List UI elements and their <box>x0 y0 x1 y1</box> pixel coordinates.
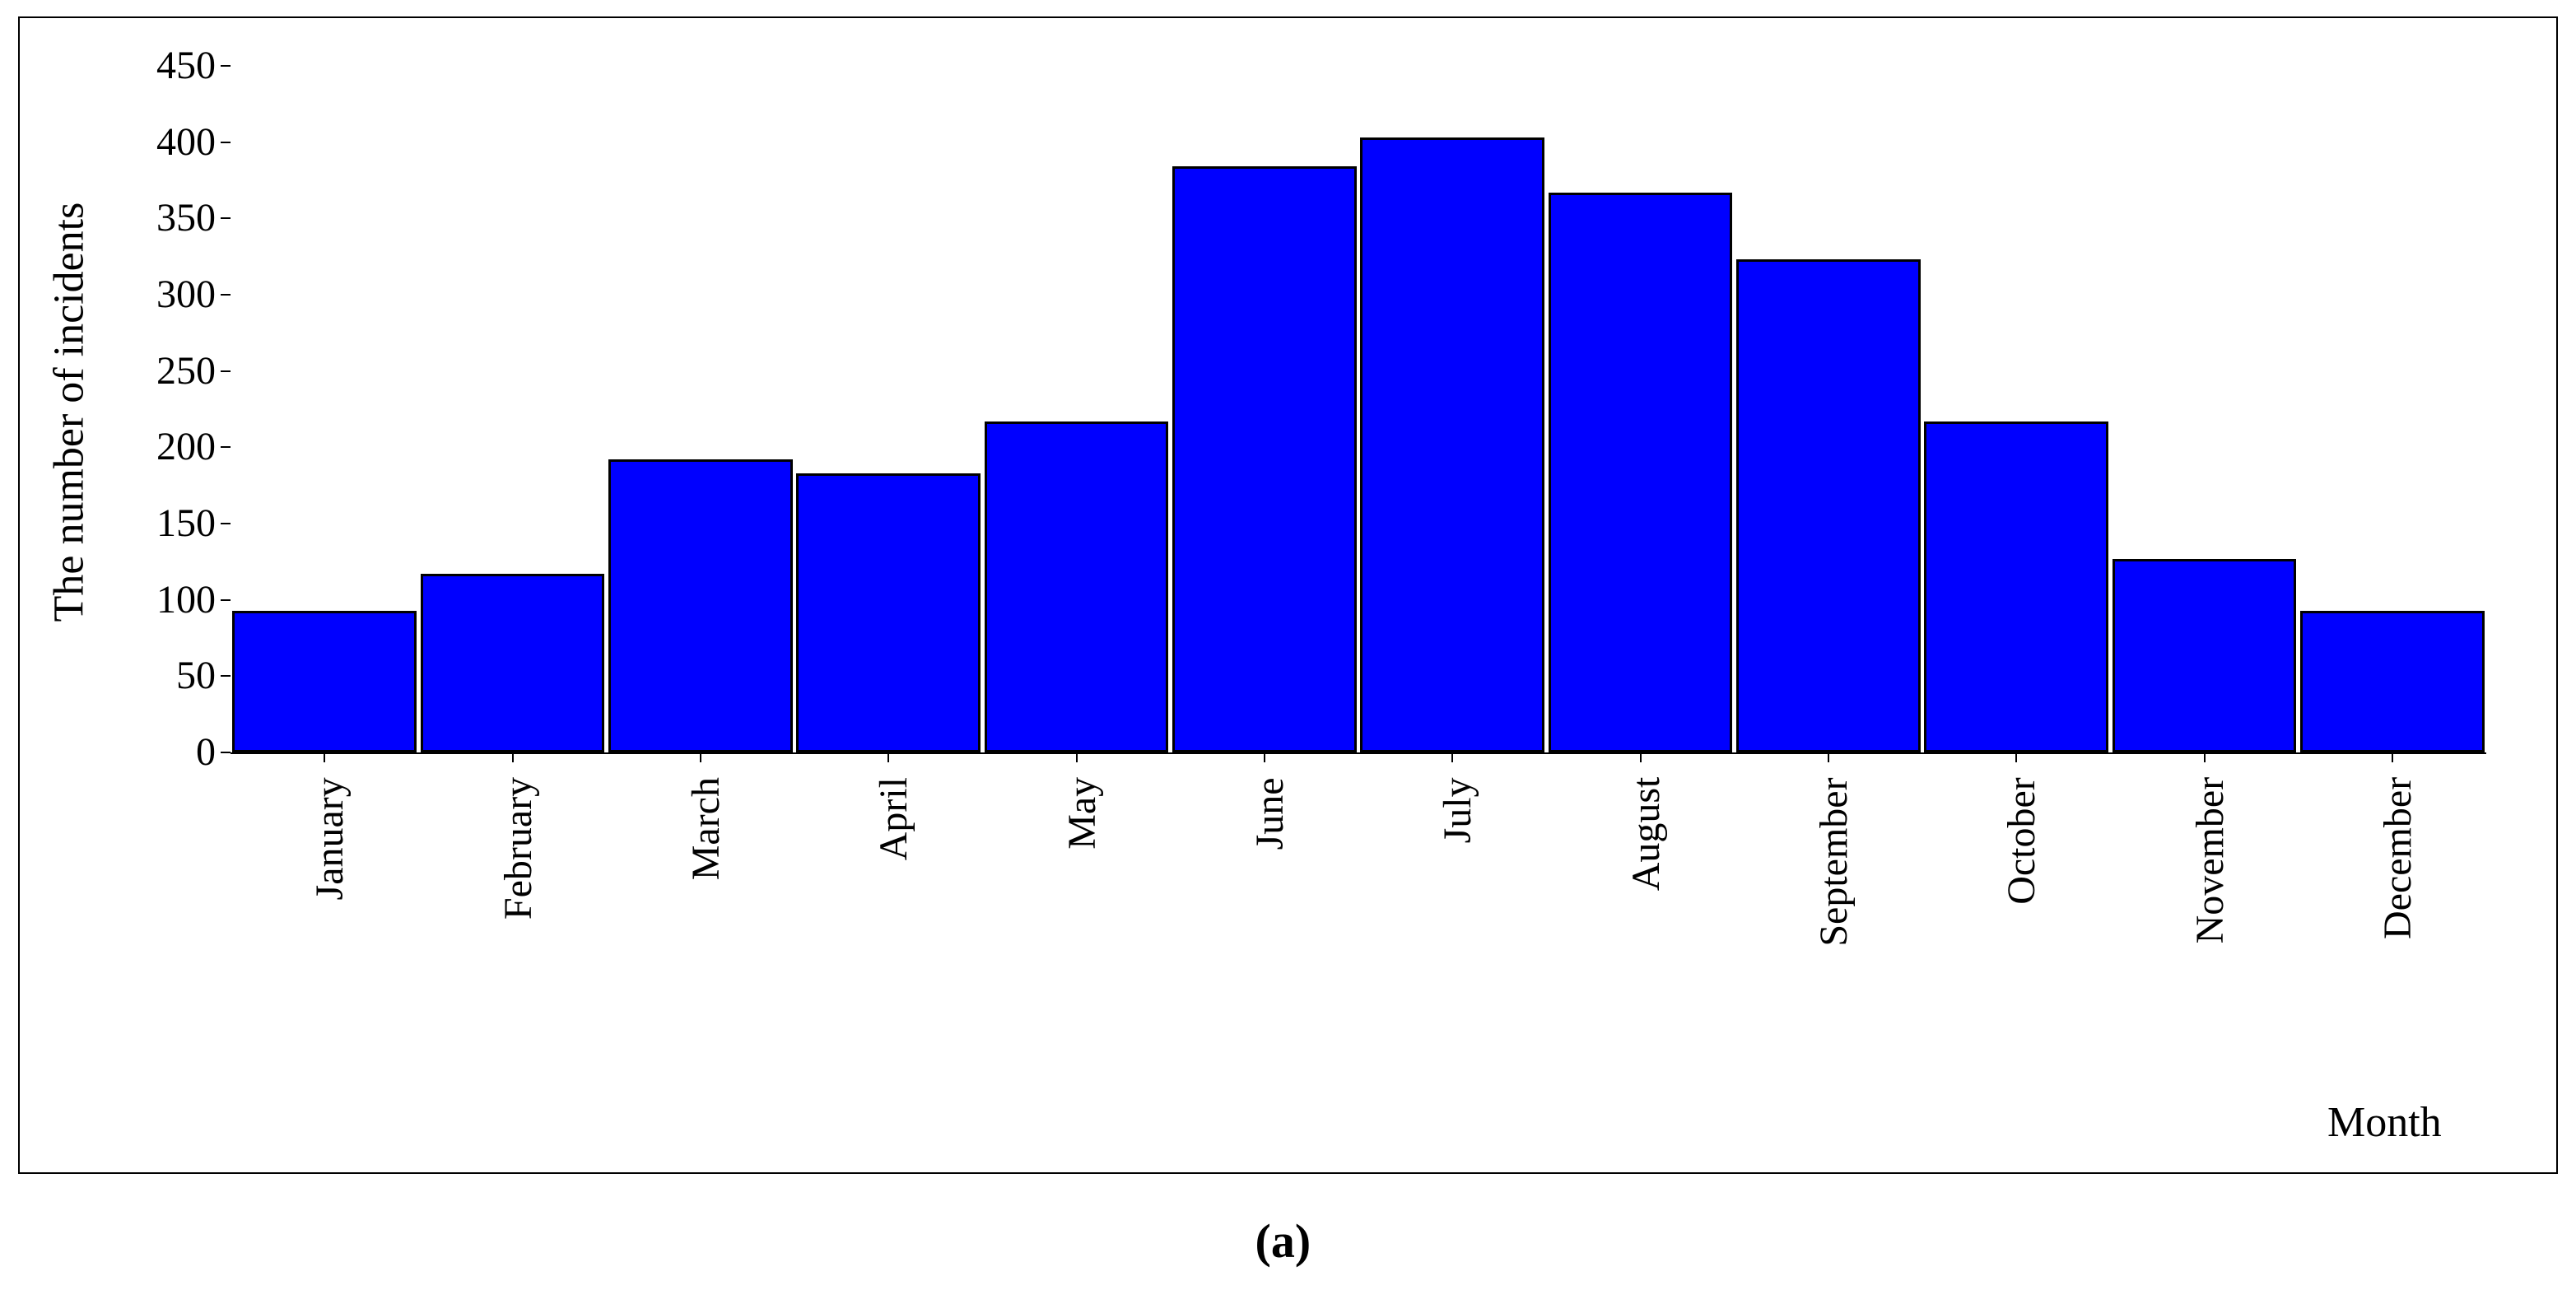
x-tick-mark <box>1264 752 1265 762</box>
bar <box>796 473 981 752</box>
y-tick-label: 0 <box>125 733 216 772</box>
y-tick-mark <box>221 142 231 143</box>
y-tick-label: 100 <box>125 580 216 620</box>
bar <box>985 421 1169 752</box>
bar <box>1736 259 1921 752</box>
bar <box>1172 166 1357 752</box>
x-tick-mark <box>1640 752 1642 762</box>
y-tick-label: 50 <box>125 656 216 696</box>
y-tick-label: 200 <box>125 427 216 467</box>
x-tick-mark <box>2015 752 2017 762</box>
chart-canvas: 0 50 100 150 200 250 300 350 400 450 January Febru… <box>0 0 2576 1304</box>
x-tick-label: October <box>2002 777 2042 938</box>
x-tick-mark <box>2392 752 2393 762</box>
x-tick-label: February <box>499 777 538 959</box>
y-tick-mark <box>221 599 231 601</box>
x-tick-mark <box>700 752 701 762</box>
y-tick-mark <box>221 370 231 372</box>
bar <box>608 459 793 752</box>
y-axis-label: The number of incidents <box>45 156 94 668</box>
x-axis-baseline <box>231 752 2486 754</box>
x-tick-mark <box>1451 752 1453 762</box>
x-tick-mark <box>324 752 325 762</box>
x-tick-label: March <box>687 777 726 894</box>
y-tick-mark <box>221 752 231 753</box>
x-tick-mark <box>2204 752 2206 762</box>
bar <box>1924 421 2108 752</box>
y-tick-mark <box>221 294 231 296</box>
y-tick-mark <box>221 65 231 67</box>
y-tick-mark <box>221 523 231 524</box>
y-tick-label: 400 <box>125 123 216 162</box>
x-tick-mark <box>1828 752 1829 762</box>
x-tick-mark <box>887 752 889 762</box>
y-tick-label: 250 <box>125 352 216 391</box>
x-tick-label: August <box>1627 777 1666 915</box>
x-tick-label: December <box>2378 777 2418 959</box>
y-tick-label: 150 <box>125 504 216 543</box>
y-tick-mark <box>221 446 231 448</box>
x-tick-mark <box>512 752 514 762</box>
bar <box>1549 193 1733 752</box>
x-tick-label: April <box>874 777 914 894</box>
sub-caption: (a) <box>1255 1213 1311 1269</box>
x-tick-label: July <box>1438 777 1478 873</box>
y-tick-label: 350 <box>125 198 216 238</box>
x-tick-label: June <box>1251 777 1290 873</box>
y-tick-mark <box>221 675 231 677</box>
y-tick-mark <box>221 217 231 219</box>
x-axis-label: Month <box>2327 1098 2442 1147</box>
bar <box>2300 611 2485 752</box>
bar <box>232 611 417 752</box>
x-tick-label: January <box>310 777 350 938</box>
bar <box>421 574 605 752</box>
bar <box>1360 137 1544 752</box>
x-tick-label: September <box>1814 777 1854 981</box>
y-tick-label: 450 <box>125 46 216 86</box>
x-tick-label: November <box>2191 777 2230 959</box>
x-tick-label: May <box>1063 777 1102 850</box>
y-tick-label: 300 <box>125 275 216 314</box>
x-tick-mark <box>1076 752 1078 762</box>
plot-area <box>231 66 2486 752</box>
bar <box>2113 559 2297 752</box>
